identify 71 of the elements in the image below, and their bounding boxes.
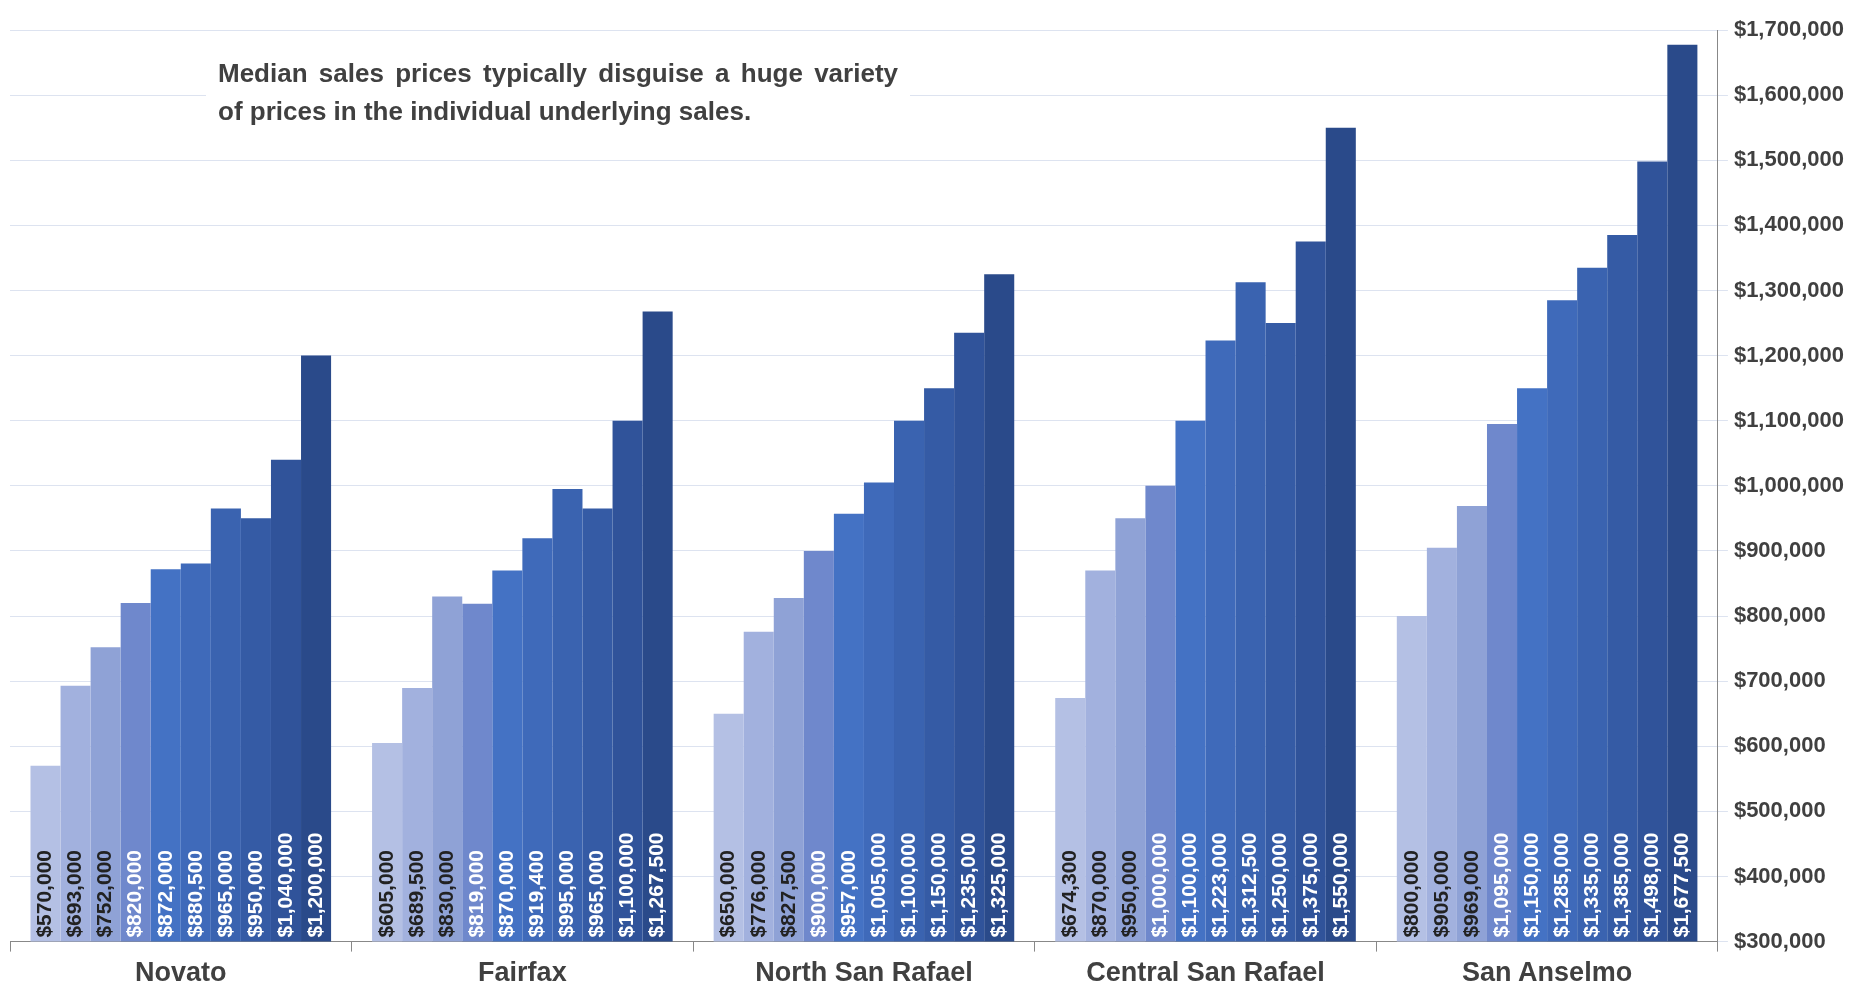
data-label: $570,000 [32, 850, 56, 938]
text: Median sales prices typically disguise a huge variety of prices in the individual underlying sales. [218, 58, 898, 127]
data-label: $950,000 [242, 850, 266, 938]
data-label: $1,285,000 [1548, 832, 1572, 938]
data-label: $950,000 [1117, 850, 1141, 938]
data-label: $1,100,000 [895, 832, 919, 938]
y-tick-label: $1,000,000 [1733, 471, 1844, 497]
data-label: $880,500 [182, 850, 206, 938]
x-tick-label: Fairfax [478, 957, 567, 988]
data-label: $820,000 [122, 850, 146, 938]
x-tick-label: North San Rafael [755, 957, 973, 988]
y-tick-label: $1,100,000 [1733, 406, 1844, 432]
data-label: $693,000 [62, 850, 86, 938]
data-label: $752,000 [92, 850, 116, 938]
data-label: $1,000,000 [1147, 832, 1171, 938]
y-tick-label: $500,000 [1733, 797, 1826, 823]
data-label: $674,300 [1057, 850, 1081, 938]
data-label: $905,000 [1428, 850, 1452, 938]
data-label: $900,000 [805, 850, 829, 938]
data-label: $819,000 [464, 850, 488, 938]
y-tick-label: $400,000 [1733, 862, 1826, 888]
data-label: $776,000 [745, 850, 769, 938]
data-label: $1,677,500 [1669, 832, 1693, 938]
x-tick-label: Central San Rafael [1086, 957, 1325, 988]
data-label: $965,000 [584, 850, 608, 938]
data-label: $830,000 [434, 850, 458, 938]
data-label: $1,375,000 [1297, 832, 1321, 938]
data-label: $605,000 [373, 850, 397, 938]
data-label: $1,550,000 [1327, 832, 1351, 938]
data-label: $689,500 [403, 850, 427, 938]
data-label: $1,095,000 [1488, 832, 1512, 938]
data-label: $1,100,000 [614, 832, 638, 938]
y-tick-label: $1,600,000 [1733, 81, 1844, 107]
data-label: $1,250,000 [1267, 832, 1291, 938]
data-label: $965,000 [212, 850, 236, 938]
y-tick-label: $800,000 [1733, 602, 1826, 628]
data-label: $969,000 [1458, 850, 1482, 938]
y-tick-label: $1,200,000 [1733, 341, 1844, 367]
data-label: $957,000 [835, 850, 859, 938]
data-label: $1,312,500 [1237, 832, 1261, 938]
data-label: $1,150,000 [925, 832, 949, 938]
x-tick-label: Novato [135, 957, 227, 988]
data-label: $1,385,000 [1609, 832, 1633, 938]
data-label: $872,000 [152, 850, 176, 938]
data-label: $870,000 [1087, 850, 1111, 938]
data-label: $1,498,000 [1639, 832, 1663, 938]
y-tick-label: $300,000 [1733, 927, 1826, 953]
data-label: $827,500 [775, 850, 799, 938]
data-label: $995,000 [554, 850, 578, 938]
data-label: $1,325,000 [986, 832, 1010, 938]
data-label: $1,223,000 [1207, 832, 1231, 938]
data-label: $1,335,000 [1578, 832, 1602, 938]
x-tick-label: San Anselmo [1462, 957, 1633, 988]
data-label: $1,040,000 [272, 832, 296, 938]
y-tick-label: $1,700,000 [1733, 16, 1844, 42]
y-tick-label: $1,400,000 [1733, 211, 1844, 237]
data-label: $1,100,000 [1177, 832, 1201, 938]
data-label: $650,000 [715, 850, 739, 938]
y-tick-label: $600,000 [1733, 732, 1826, 758]
data-label: $870,000 [494, 850, 518, 938]
y-tick-label: $900,000 [1733, 536, 1826, 562]
data-label: $800,000 [1398, 850, 1422, 938]
y-tick-label: $1,300,000 [1733, 276, 1844, 302]
data-label: $1,005,000 [865, 832, 889, 938]
data-label: $1,267,500 [644, 832, 668, 938]
data-label: $1,200,000 [302, 832, 326, 938]
data-label: $919,400 [524, 850, 548, 938]
data-label: $1,235,000 [955, 832, 979, 938]
y-tick-label: $1,500,000 [1733, 146, 1844, 172]
data-label: $1,150,000 [1518, 832, 1542, 938]
y-tick-label: $700,000 [1733, 667, 1826, 693]
